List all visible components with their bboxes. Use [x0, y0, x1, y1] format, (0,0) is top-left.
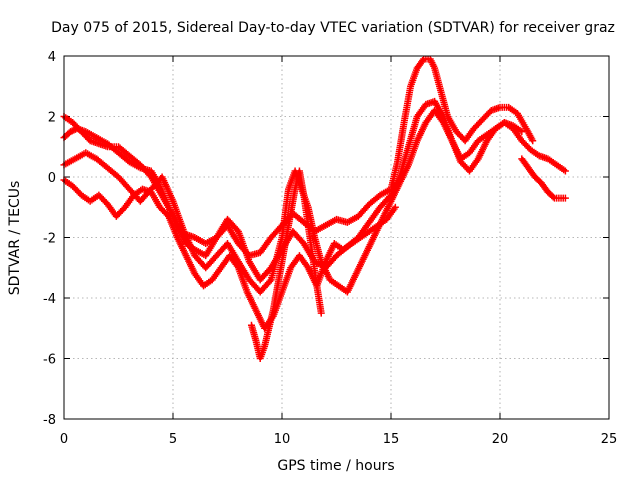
data-point: [549, 193, 557, 201]
x-tick-label: 0: [60, 432, 68, 447]
data-point: [529, 137, 537, 145]
x-tick-label: 20: [492, 432, 509, 447]
x-tick-label: 5: [169, 432, 177, 447]
data-point: [317, 309, 325, 317]
y-tick-label: 2: [48, 111, 56, 126]
data-point: [419, 57, 427, 65]
y-tick-label: -6: [43, 353, 56, 368]
y-tick-label: -8: [43, 413, 56, 428]
axis-ticks: 0 5 10 15 20 25 -8 -6 -4 -2 0 2 4: [43, 50, 617, 447]
x-tick-label: 25: [601, 432, 618, 447]
data-point: [518, 128, 526, 136]
trace-6: [518, 155, 569, 202]
data-point: [266, 277, 274, 285]
trace-4: [60, 176, 399, 332]
data-point: [561, 194, 569, 202]
y-tick-label: 0: [48, 171, 56, 186]
data-point: [391, 203, 399, 211]
data-point: [561, 167, 569, 175]
x-axis-label: GPS time / hours: [277, 458, 394, 474]
data-point: [233, 226, 241, 234]
data-points: [60, 55, 569, 362]
x-tick-label: 10: [274, 432, 291, 447]
y-tick-label: 4: [48, 50, 56, 65]
plot-frame: [63, 55, 610, 420]
trace-5: [247, 167, 325, 362]
y-axis-label: SDTVAR / TECUs: [7, 181, 23, 296]
y-tick-label: -4: [43, 292, 56, 307]
grid: [64, 56, 609, 419]
x-tick-label: 15: [383, 432, 400, 447]
chart-title: Day 075 of 2015, Sidereal Day-to-day VTE…: [51, 20, 615, 36]
y-tick-label: -2: [43, 232, 56, 247]
